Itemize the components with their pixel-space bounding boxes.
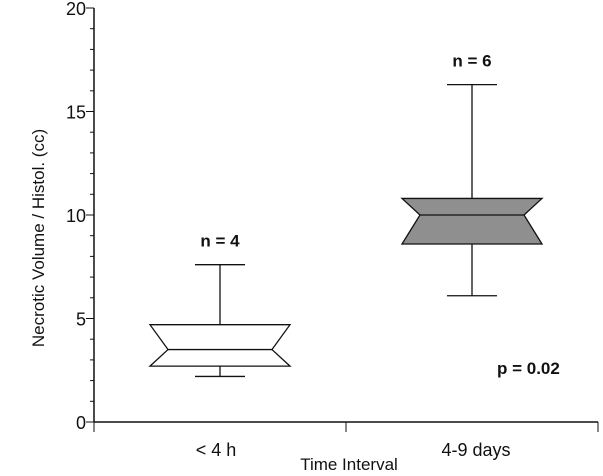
p-value-annotation: p = 0.02 [497,359,560,378]
y-tick-label: 15 [66,103,86,123]
x-tick-label: < 4 h [196,440,237,460]
y-tick-label: 5 [76,310,86,330]
x-axis: < 4 h 4-9 days [93,421,599,460]
plot-boxes: n = 4 n = 6 [148,52,544,378]
notched-box [400,197,544,245]
y-tick-label: 0 [76,413,86,433]
sample-size-label: n = 6 [452,52,491,71]
notched-box [148,324,292,367]
box-1: n = 6 [400,52,544,297]
y-tick-label: 20 [66,0,86,19]
box-0: n = 4 [148,232,292,378]
x-tick-label: 4-9 days [441,440,510,460]
y-tick-label: 10 [66,206,86,226]
x-axis-title: Time Interval [300,455,398,474]
sample-size-label: n = 4 [200,232,240,251]
y-axis: 0 5 10 15 20 [66,0,95,433]
y-axis-title: Necrotic Volume / Histol. (cc) [29,129,48,347]
